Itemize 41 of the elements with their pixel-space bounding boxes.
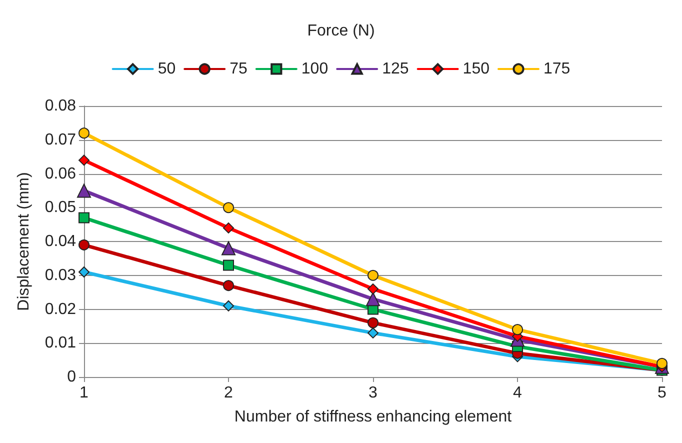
x-tick-label: 5 [658, 384, 667, 402]
legend-label: 150 [462, 60, 490, 78]
x-tick-label: 3 [368, 384, 378, 402]
point [223, 222, 234, 234]
point [223, 280, 234, 292]
y-tick-label: 0 [67, 368, 76, 386]
legend-label: 100 [301, 60, 328, 78]
point [368, 317, 378, 328]
y-tick-label: 0.03 [44, 266, 76, 284]
y-tick-label: 0.07 [44, 131, 76, 148]
legend-label: 125 [382, 60, 409, 78]
y-tick-label: 0.05 [44, 199, 76, 216]
y-tick-label: 0.06 [44, 165, 76, 182]
legend-label: 175 [543, 60, 570, 78]
point [512, 324, 523, 336]
point [366, 292, 380, 306]
point [78, 266, 90, 278]
legend-title: Force (N) [307, 22, 375, 40]
point [223, 202, 234, 214]
x-tick-label: 4 [513, 384, 522, 402]
point [78, 154, 90, 166]
y-tick-label: 0.02 [44, 300, 76, 318]
point [78, 212, 90, 224]
point [222, 241, 236, 256]
point [78, 239, 90, 250]
y-axis-title: Displacement (mm) [16, 172, 32, 311]
x-tick-label: 1 [80, 384, 89, 402]
x-axis-title: Number of stiffness enhancing element [234, 408, 512, 426]
point [368, 283, 378, 294]
y-tick-label: 0.04 [44, 233, 76, 250]
x-tick-label: 2 [224, 384, 234, 402]
point [368, 270, 378, 281]
legend-label: 75 [230, 60, 248, 78]
point [368, 327, 378, 338]
point [78, 128, 90, 139]
point [223, 260, 234, 271]
y-tick-label: 0.08 [44, 98, 76, 114]
point [223, 300, 234, 312]
y-tick-label: 0.01 [44, 334, 76, 352]
point [77, 184, 91, 198]
legend-label: 50 [158, 60, 176, 78]
